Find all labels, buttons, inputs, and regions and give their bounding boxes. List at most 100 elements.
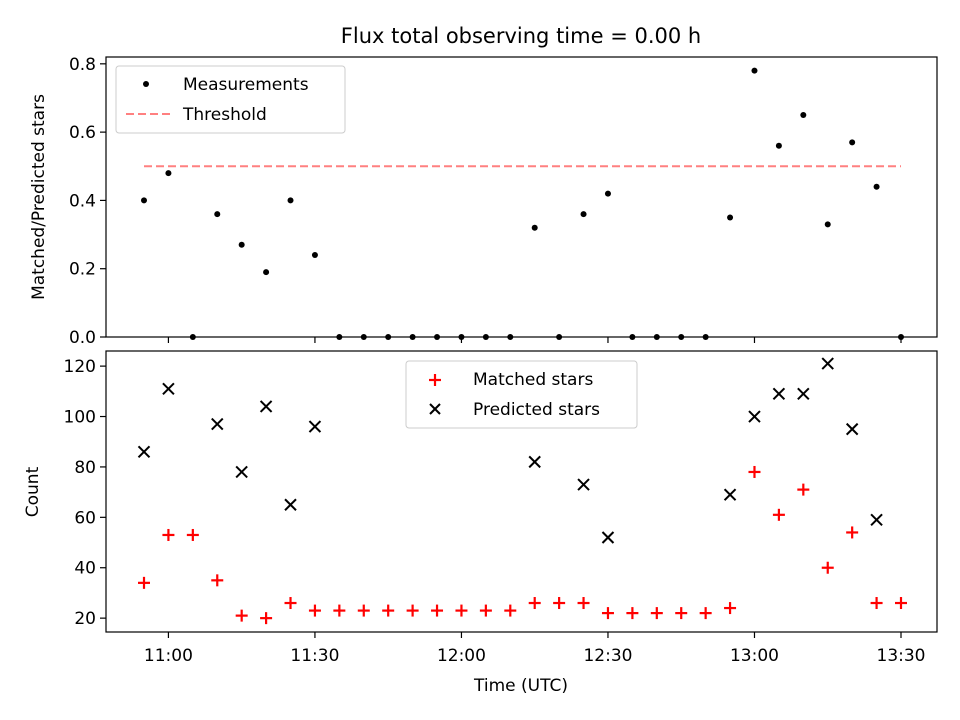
- measurement-point: [360, 334, 367, 340]
- measurement-point: [873, 183, 880, 190]
- legend-marker-matched: [429, 374, 441, 386]
- measurement-point: [898, 334, 904, 340]
- legend-label-predicted: Predicted stars: [473, 400, 600, 420]
- measurement-point: [165, 170, 172, 177]
- bottom-y-tick-label: 100: [64, 408, 96, 428]
- predicted-star-point: [235, 465, 248, 479]
- measurement-point: [580, 211, 587, 218]
- matched-star-point: [260, 612, 273, 625]
- matched-star-point: [138, 576, 150, 589]
- bottom-y-tick-label: 60: [74, 508, 96, 528]
- measurement-point: [702, 334, 709, 340]
- matched-star-point: [577, 597, 590, 610]
- matched-star-point: [382, 604, 395, 617]
- predicted-star-point: [772, 387, 786, 401]
- predicted-star-point: [845, 422, 859, 436]
- top-y-tick-label: 0.8: [69, 55, 96, 75]
- measurement-point: [678, 334, 685, 340]
- predicted-star-point: [211, 417, 224, 431]
- measurement-point: [604, 190, 611, 197]
- chart-title: Flux total observing time = 0.00 h: [341, 24, 701, 48]
- x-axis-label: Time (UTC): [473, 676, 568, 696]
- bottom-y-tick-label: 80: [74, 458, 96, 478]
- matched-star-point: [235, 609, 248, 622]
- matched-star-point: [553, 597, 566, 610]
- measurement-point: [458, 334, 465, 340]
- predicted-star-point: [797, 387, 810, 401]
- top-panel: Flux total observing time = 0.00 h 0.00.…: [29, 24, 938, 348]
- measurement-point: [336, 334, 343, 340]
- predicted-star-point: [870, 513, 883, 527]
- matched-star-point: [528, 597, 541, 610]
- matched-star-point: [186, 528, 199, 541]
- matched-star-point: [772, 508, 785, 521]
- measurement-point: [775, 142, 782, 149]
- matched-star-point: [626, 607, 639, 620]
- top-axes-frame: [105, 56, 938, 338]
- predicted-star-point: [284, 498, 297, 511]
- measurement-point: [556, 334, 563, 340]
- x-tick-label: 11:30: [290, 646, 339, 666]
- predicted-star-point: [308, 420, 322, 433]
- matched-star-point: [675, 607, 688, 620]
- matched-star-point: [333, 604, 346, 617]
- measurement-point: [409, 334, 416, 340]
- bottom-legend: Matched stars Predicted stars: [405, 360, 638, 429]
- measurement-point: [727, 214, 734, 221]
- top-x-ticks: [167, 337, 902, 343]
- matched-star-point: [724, 602, 737, 615]
- top-legend-box: [115, 65, 346, 134]
- measurement-point: [751, 67, 758, 74]
- measurement-point: [287, 197, 294, 204]
- top-y-tick-label: 0.2: [69, 260, 96, 280]
- measurement-point: [385, 334, 392, 340]
- matched-star-point: [748, 465, 761, 478]
- bottom-y-ticks: 20 40 60 80 100 120: [64, 357, 106, 629]
- measurement-point: [629, 334, 636, 340]
- matched-star-point: [797, 483, 810, 496]
- legend-label-threshold: Threshold: [182, 105, 267, 125]
- predicted-star-point: [577, 478, 590, 491]
- measurement-point: [311, 252, 318, 259]
- count-points: [137, 357, 907, 625]
- matched-star-point: [895, 597, 907, 610]
- x-tick-label: 11:00: [144, 646, 193, 666]
- measurement-point: [531, 224, 538, 231]
- matched-star-point: [699, 607, 712, 620]
- bottom-legend-box: [405, 360, 638, 429]
- matched-star-point: [601, 607, 614, 620]
- bottom-panel: 20 40 60 80 100 120 11:00 11:30 12:00 12:30 13:00…: [23, 350, 938, 696]
- measurement-point: [214, 211, 221, 218]
- matched-star-point: [479, 604, 492, 617]
- x-tick-label: 13:00: [730, 646, 779, 666]
- matched-star-point: [431, 604, 444, 617]
- predicted-star-point: [137, 445, 151, 459]
- measurement-points: [141, 67, 904, 340]
- bottom-y-tick-label: 20: [74, 609, 96, 629]
- predicted-star-point: [259, 400, 273, 413]
- measurement-point: [507, 334, 514, 340]
- matched-star-point: [284, 597, 297, 610]
- matched-star-point: [211, 574, 224, 587]
- bottom-x-ticks: 11:00 11:30 12:00 12:30 13:00 13:30: [144, 632, 926, 666]
- bottom-y-tick-label: 40: [74, 559, 96, 579]
- legend-label-measurements: Measurements: [183, 75, 309, 95]
- predicted-star-point: [723, 488, 737, 501]
- measurement-point: [849, 139, 856, 146]
- matched-star-point: [504, 604, 517, 617]
- measurement-point: [800, 112, 807, 119]
- matched-star-point: [870, 597, 883, 610]
- legend-marker-predicted: [429, 403, 441, 415]
- bottom-y-tick-label: 120: [64, 357, 96, 377]
- measurement-point: [263, 269, 270, 276]
- measurement-point: [824, 221, 831, 228]
- matched-star-point: [162, 528, 175, 541]
- predicted-star-point: [748, 410, 761, 423]
- matched-star-point: [846, 526, 859, 539]
- matched-star-point: [308, 604, 321, 617]
- matched-star-point: [455, 604, 468, 617]
- top-y-tick-label: 0.6: [69, 123, 96, 143]
- measurement-point: [434, 334, 441, 340]
- top-y-axis-label: Matched/Predicted stars: [29, 94, 49, 300]
